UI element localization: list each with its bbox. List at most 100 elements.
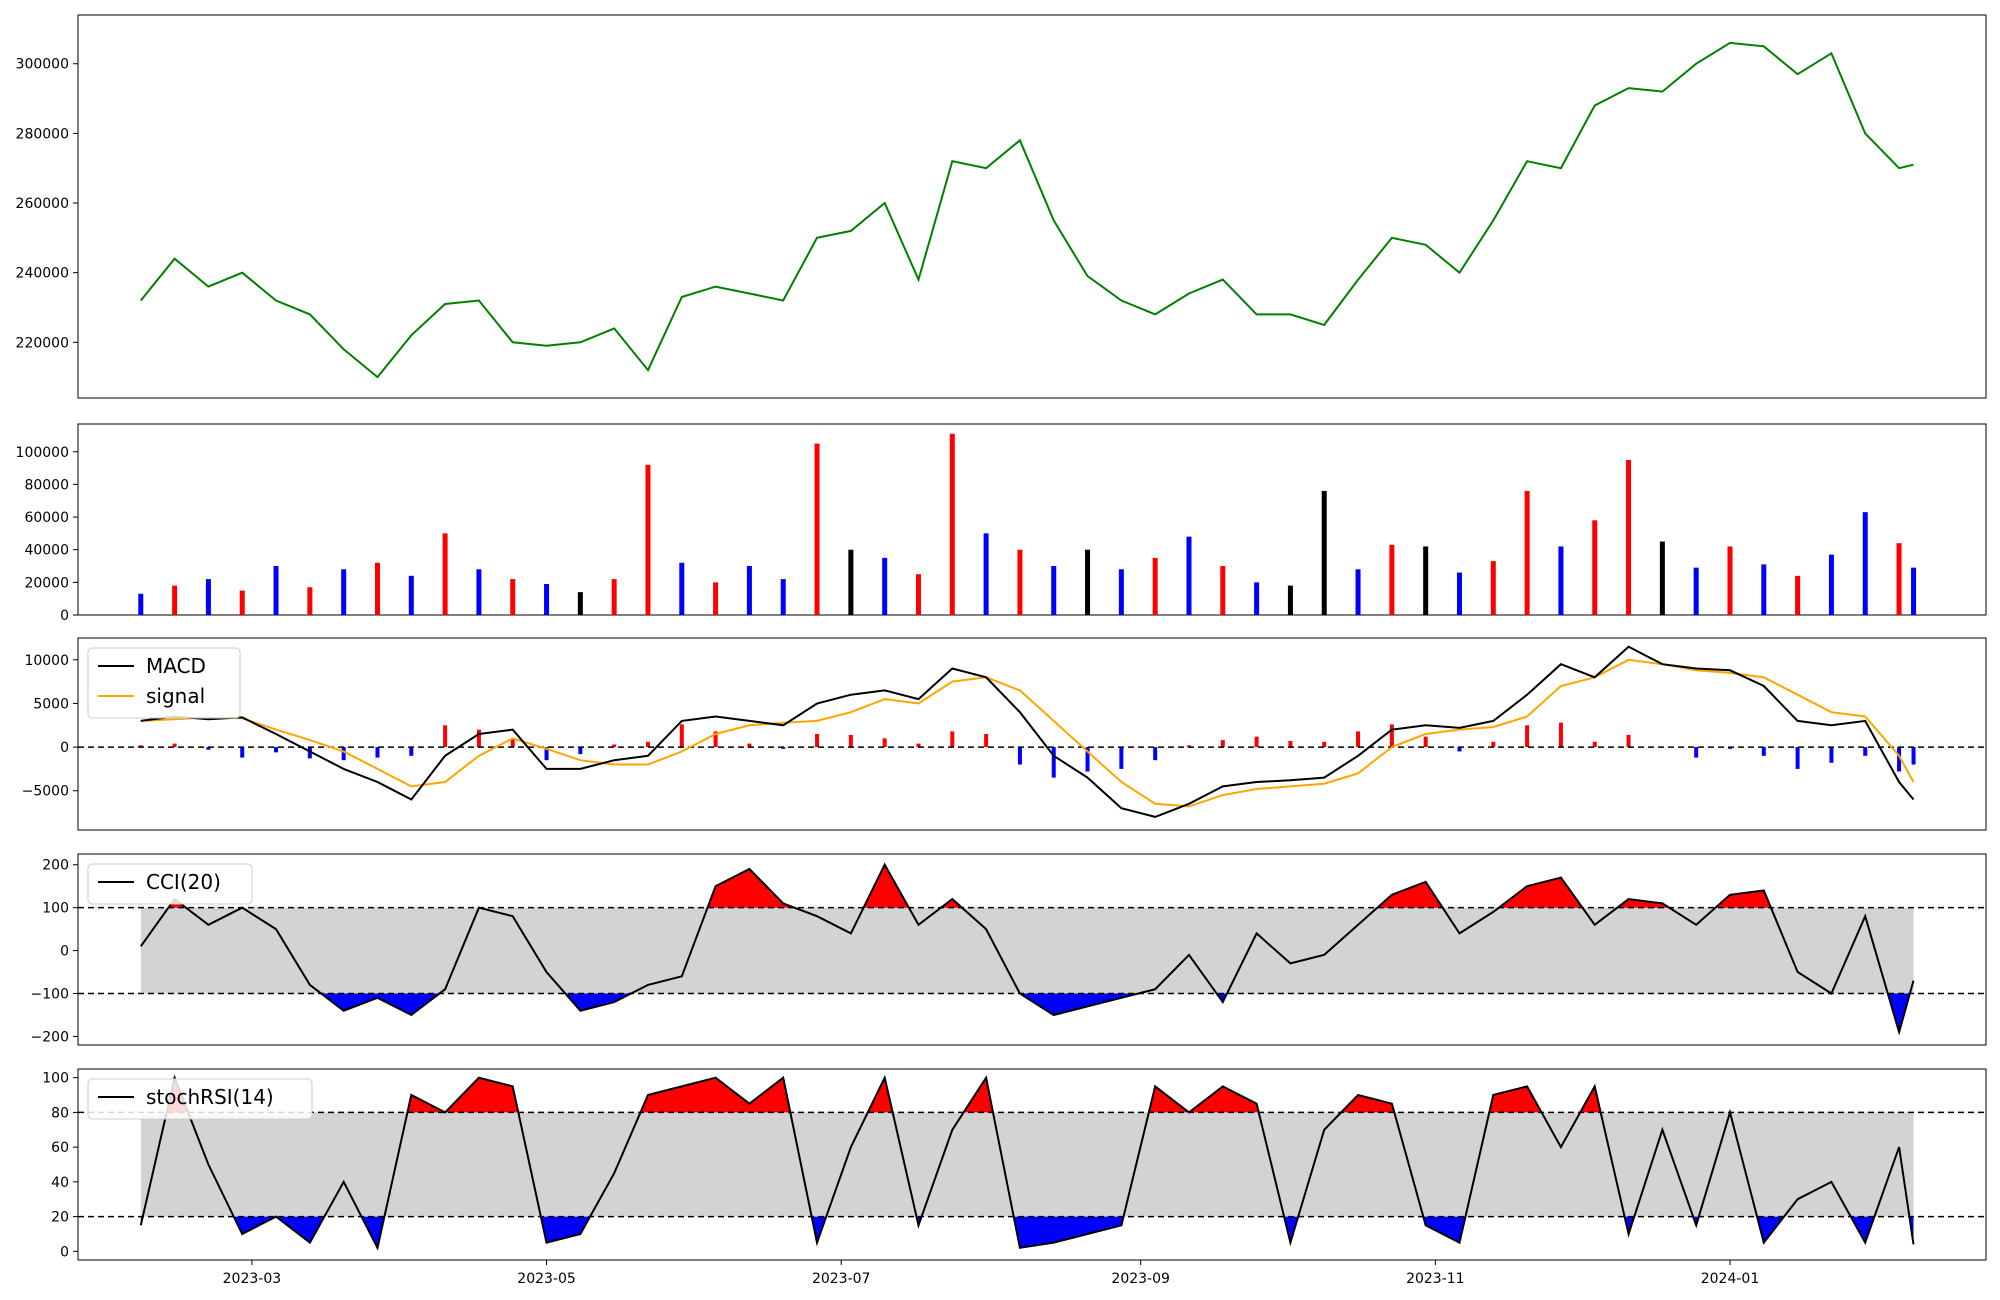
stochrsi-neutral-band	[140, 1112, 1914, 1217]
macd-histogram-bar	[544, 747, 549, 761]
price-ytick-label: 220000	[16, 335, 69, 351]
stochrsi-ytick-label: 100	[42, 1071, 69, 1087]
volume-bar	[1186, 536, 1192, 615]
macd-histogram-bar	[1626, 734, 1631, 748]
cci-legend-label: CCI(20)	[146, 870, 221, 894]
macd-histogram-bar	[815, 734, 820, 748]
macd-histogram-bar	[916, 743, 921, 748]
macd-histogram-bar	[1897, 747, 1902, 772]
stochrsi-oversold-fill	[1013, 1216, 1124, 1248]
macd-signal-line	[140, 658, 1915, 808]
volume-bar	[1118, 569, 1124, 615]
stochrsi-legend-label: stochRSI(14)	[146, 1085, 274, 1109]
volume-bar	[1862, 512, 1868, 615]
volume-bar	[408, 575, 414, 615]
stochrsi-overbought-fill	[445, 1077, 519, 1113]
volume-bar	[1896, 543, 1902, 615]
price-ytick-label: 240000	[16, 266, 69, 282]
macd-histogram-bar	[645, 741, 650, 748]
volume-bar	[307, 587, 313, 615]
volume-bar	[713, 582, 719, 615]
macd-legend-label: signal	[146, 684, 205, 708]
volume-bar	[1254, 582, 1260, 615]
volume-bar	[138, 593, 144, 615]
volume-bar	[1423, 546, 1429, 615]
cci-oversold-fill	[321, 993, 440, 1015]
macd-histogram-bar	[848, 734, 853, 748]
stochrsi-line	[139, 1074, 1915, 1251]
cci-oversold-fill	[565, 993, 632, 1011]
volume-bar	[1659, 541, 1665, 615]
stochrsi-overbought-fill	[1189, 1086, 1259, 1113]
macd-histogram-bar	[1829, 747, 1834, 763]
macd-histogram-bar	[612, 744, 617, 748]
cci-overbought-fill	[1617, 899, 1670, 908]
stochrsi-legend	[87, 1078, 313, 1120]
volume-bar	[205, 579, 211, 615]
macd-histogram-bar	[206, 747, 211, 750]
volume-bar	[544, 583, 550, 615]
macd-histogram-bar	[307, 747, 312, 759]
volume-bar	[848, 549, 854, 615]
cci-legend	[87, 863, 253, 905]
volume-ytick-label: 60000	[24, 510, 69, 526]
macd-histogram-bar	[1863, 747, 1868, 756]
macd-histogram-bar	[781, 747, 786, 749]
volume-bar	[679, 562, 685, 615]
macd-histogram-bar	[510, 738, 515, 748]
cci-overbought-fill	[863, 864, 909, 908]
volume-bar	[1592, 520, 1598, 615]
stochrsi-oversold-fill	[1757, 1216, 1785, 1243]
volume-bar	[983, 533, 989, 615]
volume-bar	[915, 574, 921, 615]
macd-histogram-bar	[1423, 736, 1428, 748]
macd-ytick-label: −5000	[22, 784, 69, 800]
volume-bar	[510, 579, 516, 615]
cci-oversold-fill	[1019, 993, 1139, 1015]
macd-histogram-bar	[1254, 736, 1259, 748]
volume-bar	[1727, 546, 1733, 615]
volume-bar	[1389, 544, 1395, 615]
x-tick-label: 2023-07	[812, 1271, 871, 1287]
cci-ytick-label: −200	[31, 1029, 69, 1045]
macd-histogram-bar	[1322, 741, 1327, 748]
volume-bar	[577, 592, 583, 615]
stochrsi-oversold-fill	[1284, 1216, 1299, 1243]
macd-histogram-bar	[1795, 747, 1800, 769]
volume-bar	[645, 464, 651, 615]
volume-bar	[341, 569, 347, 615]
volume-bar	[273, 566, 279, 615]
volume-bar	[780, 579, 786, 615]
macd-histogram-bar	[679, 724, 684, 748]
macd-ytick-label: 5000	[33, 696, 69, 712]
volume-ytick-label: 40000	[24, 543, 69, 559]
macd-histogram-bar	[578, 747, 583, 755]
volume-bar	[1152, 557, 1158, 615]
cci-overbought-fill	[1377, 881, 1443, 908]
macd-histogram-bar	[1457, 747, 1462, 752]
stochrsi-panel-frame	[77, 1068, 1987, 1261]
macd-histogram-bar	[1186, 745, 1191, 748]
volume-bar	[1795, 575, 1801, 615]
macd-ytick-label: 10000	[24, 653, 69, 669]
macd-histogram-bar	[172, 743, 177, 748]
stochrsi-ytick-label: 60	[51, 1140, 69, 1156]
volume-bar	[1220, 566, 1226, 615]
volume-bar	[949, 433, 955, 615]
x-tick-label: 2023-05	[517, 1271, 576, 1287]
macd-histogram-bar	[1694, 747, 1699, 758]
cci-overbought-fill	[1715, 890, 1771, 908]
volume-bar	[1051, 566, 1057, 615]
volume-bar	[1828, 554, 1834, 615]
volume-bar	[882, 557, 888, 615]
x-tick-label: 2023-03	[223, 1271, 282, 1287]
macd-ytick-label: 0	[60, 740, 69, 756]
macd-histogram-bar	[1356, 731, 1361, 748]
volume-bar	[1490, 561, 1496, 615]
stochrsi-ytick-label: 40	[51, 1175, 69, 1191]
macd-histogram-bar	[1761, 747, 1766, 756]
stochrsi-overbought-fill	[640, 1077, 791, 1113]
cci-ytick-label: 100	[42, 901, 69, 917]
volume-bar	[1761, 564, 1767, 615]
volume-ytick-label: 0	[60, 608, 69, 624]
